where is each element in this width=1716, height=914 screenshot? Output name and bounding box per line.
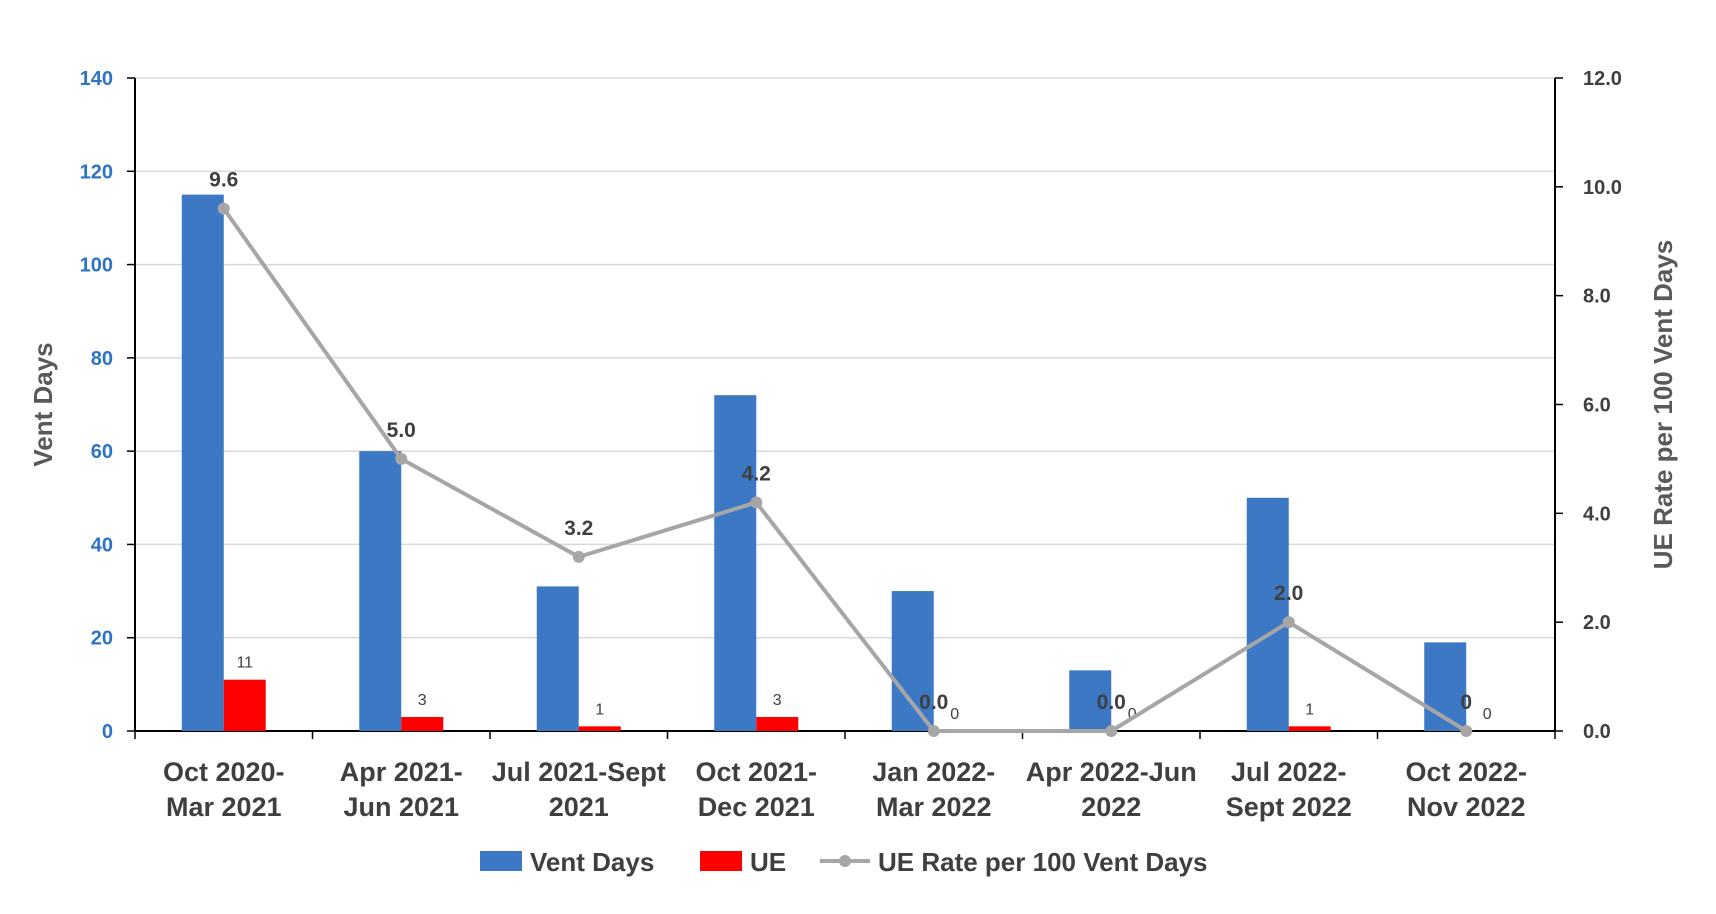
right-tick-label: 6.0	[1583, 395, 1611, 417]
right-tick-label: 12.0	[1583, 68, 1622, 90]
ue-data-label: 0	[950, 706, 959, 723]
left-tick-label: 140	[80, 68, 113, 90]
ue-rate-data-label: 4.2	[742, 462, 771, 485]
legend-label-vent-days: Vent Days	[530, 847, 654, 877]
vent-days-bar	[714, 395, 757, 731]
right-tick-label: 8.0	[1583, 286, 1611, 308]
ue-rate-data-label: 9.6	[209, 169, 238, 192]
left-tick-label: 40	[91, 534, 113, 556]
legend-swatch-ue-rate-marker	[839, 855, 851, 867]
x-tick-label: Dec 2021	[698, 792, 815, 822]
left-tick-label: 80	[91, 348, 113, 370]
vent-days-bar	[1069, 670, 1112, 731]
vent-days-bar	[536, 586, 579, 731]
vent-days-bar	[891, 591, 934, 731]
vent-days-bar	[181, 194, 224, 731]
ue-bar	[401, 717, 444, 731]
ue-rate-point	[1105, 725, 1118, 737]
x-tick-label: Jul 2022-	[1231, 757, 1347, 787]
ue-data-label: 1	[1305, 701, 1314, 718]
x-tick-label: Oct 2021-	[695, 757, 817, 787]
ue-data-label: 0	[1483, 706, 1492, 723]
left-tick-label: 20	[91, 628, 113, 650]
x-tick-label: Nov 2022	[1407, 792, 1526, 822]
ue-data-label: 1	[595, 701, 604, 718]
ue-rate-point	[750, 496, 763, 509]
ue-rate-data-label: 0.0	[919, 691, 948, 714]
ue-rate-data-label: 0	[1460, 691, 1472, 714]
x-tick-label: Jul 2021-Sept	[492, 757, 666, 787]
right-tick-label: 0.0	[1583, 721, 1611, 743]
ue-data-label: 0	[1128, 706, 1137, 723]
y-axis-right-title: UE Rate per 100 Vent Days	[1648, 240, 1678, 570]
x-tick-label: 2022	[1081, 792, 1141, 822]
ue-bar	[756, 717, 799, 731]
legend-label-ue-rate: UE Rate per 100 Vent Days	[878, 847, 1208, 877]
x-tick-label: 2021	[549, 792, 609, 822]
ue-rate-data-label: 3.2	[564, 517, 593, 540]
legend-label-ue: UE	[750, 847, 786, 877]
ue-rate-point	[1282, 616, 1295, 629]
ue-rate-point	[217, 202, 230, 215]
x-tick-label: Sept 2022	[1226, 792, 1352, 822]
ue-rate-data-label: 0.0	[1097, 691, 1126, 714]
x-tick-label: Jun 2021	[343, 792, 459, 822]
ue-rate-data-label: 5.0	[387, 419, 416, 442]
x-tick-label: Oct 2020-	[163, 757, 285, 787]
right-tick-label: 10.0	[1583, 177, 1622, 199]
ue-rate-line	[222, 207, 1468, 733]
x-tick-label: Jan 2022-	[872, 757, 995, 787]
ue-data-label: 3	[773, 692, 782, 709]
right-tick-label: 2.0	[1583, 612, 1611, 634]
ue-data-label: 11	[236, 655, 253, 672]
ue-bar	[1288, 726, 1331, 731]
ue-bar	[578, 726, 621, 731]
x-tick-label: Oct 2022-	[1405, 757, 1527, 787]
x-tick-label: Mar 2021	[166, 792, 282, 822]
ue-rate-data-label: 2.0	[1274, 582, 1303, 605]
x-tick-label: Apr 2021-	[340, 757, 463, 787]
right-tick-label: 4.0	[1583, 503, 1611, 525]
y-axis-title: Vent Days	[28, 342, 58, 466]
legend-swatch-vent-days	[480, 851, 522, 871]
legend-swatch-ue	[700, 851, 742, 871]
vent-days-bar	[359, 451, 402, 731]
ue-bar	[223, 679, 266, 731]
ue-rate-point	[572, 550, 585, 563]
ue-rate-point	[395, 452, 408, 465]
left-tick-label: 100	[80, 255, 113, 277]
left-tick-label: 120	[80, 161, 113, 183]
ue-rate-point	[927, 725, 940, 737]
ue-data-label: 3	[418, 692, 427, 709]
x-tick-label: Mar 2022	[876, 792, 992, 822]
left-tick-label: 60	[91, 441, 113, 463]
ue-rate-point	[1460, 725, 1473, 737]
vent-days-bar	[1246, 497, 1289, 731]
left-tick-label: 0	[102, 721, 113, 743]
x-tick-label: Apr 2022-Jun	[1026, 757, 1197, 787]
